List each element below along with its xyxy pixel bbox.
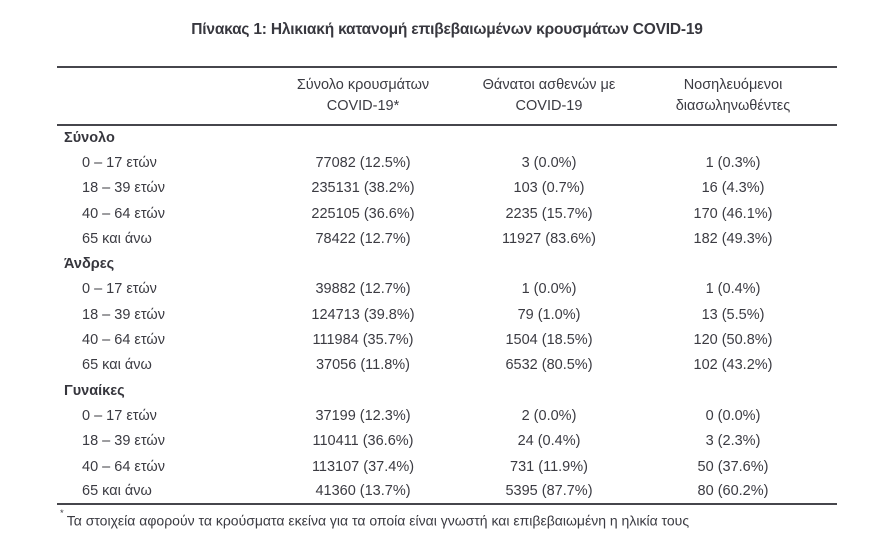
cases-value: 39882 (12.7%) — [315, 281, 411, 298]
deaths-value: 5395 (87.7%) — [505, 483, 593, 500]
section-label-women: Γυναίκες — [64, 382, 125, 399]
cases-value: 113107 (37.4%) — [311, 458, 415, 475]
intubated-value: 50 (37.6%) — [697, 458, 769, 475]
cases-value: 37199 (12.3%) — [315, 407, 411, 424]
intubated-value: 16 (4.3%) — [701, 180, 765, 197]
deaths-value: 24 (0.4%) — [517, 433, 581, 450]
table-row: 18 – 39 ετών 124713 (39.8%) 79 (1.0%) 13… — [57, 302, 837, 327]
table-header-row: Σύνολο κρουσμάτων COVID-19* Θάνατοι ασθε… — [57, 67, 837, 126]
column-header-intubated-line2: διασωληνωθέντες — [675, 98, 791, 114]
intubated-value: 1 (0.3%) — [705, 154, 761, 171]
column-header-cases: Σύνολο κρουσμάτων COVID-19* — [257, 67, 469, 126]
table-row: 40 – 64 ετών 113107 (37.4%) 731 (11.9%) … — [57, 454, 837, 479]
age-label: 0 – 17 ετών — [82, 281, 157, 298]
cases-value: 235131 (38.2%) — [311, 180, 415, 197]
deaths-value: 11927 (83.6%) — [501, 230, 597, 247]
section-row: Σύνολο — [57, 125, 837, 150]
age-label: 0 – 17 ετών — [82, 154, 157, 171]
intubated-value: 1 (0.4%) — [705, 281, 761, 298]
age-label: 18 – 39 ετών — [82, 180, 165, 197]
age-label: 65 και άνω — [82, 483, 152, 500]
column-header-deaths-line1: Θάνατοι ασθενών με — [482, 77, 616, 93]
age-label: 0 – 17 ετών — [82, 407, 157, 424]
column-header-intubated: Νοσηλευόμενοι διασωληνωθέντες — [629, 67, 837, 126]
section-row: Άνδρες — [57, 251, 837, 276]
deaths-value: 2 (0.0%) — [521, 407, 577, 424]
deaths-value: 2235 (15.7%) — [505, 205, 593, 222]
report-document: Πίνακας 1: Ηλικιακή κατανομή επιβεβαιωμέ… — [57, 0, 837, 529]
cases-value: 124713 (39.8%) — [311, 306, 415, 323]
intubated-value: 182 (49.3%) — [693, 230, 773, 247]
section-label-total: Σύνολο — [64, 130, 115, 147]
table-row: 18 – 39 ετών 235131 (38.2%) 103 (0.7%) 1… — [57, 176, 837, 201]
deaths-value: 6532 (80.5%) — [505, 357, 593, 374]
age-label: 40 – 64 ετών — [82, 332, 165, 349]
age-label: 65 και άνω — [82, 230, 152, 247]
column-header-intubated-line1: Νοσηλευόμενοι — [683, 77, 783, 93]
section-row: Γυναίκες — [57, 378, 837, 403]
column-header-cases-line2: COVID-19* — [326, 98, 400, 114]
age-label: 40 – 64 ετών — [82, 458, 165, 475]
table-row: 0 – 17 ετών 77082 (12.5%) 3 (0.0%) 1 (0.… — [57, 150, 837, 175]
cases-value: 110411 (36.6%) — [312, 433, 414, 450]
age-label: 18 – 39 ετών — [82, 433, 165, 450]
table-row: 65 και άνω 41360 (13.7%) 5395 (87.7%) 80… — [57, 479, 837, 504]
deaths-value: 103 (0.7%) — [513, 180, 585, 197]
footnote-marker: * — [60, 508, 64, 520]
cases-value: 78422 (12.7%) — [315, 230, 411, 247]
intubated-value: 102 (43.2%) — [693, 357, 773, 374]
footnote-text: Τα στοιχεία αφορούν τα κρούσματα εκείνα … — [66, 513, 690, 530]
table-row: 65 και άνω 37056 (11.8%) 6532 (80.5%) 10… — [57, 353, 837, 378]
intubated-value: 13 (5.5%) — [701, 306, 765, 323]
deaths-value: 1 (0.0%) — [521, 281, 577, 298]
section-label-men: Άνδρες — [64, 256, 115, 273]
intubated-value: 0 (0.0%) — [705, 407, 761, 424]
column-header-deaths: Θάνατοι ασθενών με COVID-19 — [469, 67, 629, 126]
table-row: 18 – 39 ετών 110411 (36.6%) 24 (0.4%) 3 … — [57, 429, 837, 454]
cases-value: 111984 (35.7%) — [312, 332, 414, 349]
table-row: 65 και άνω 78422 (12.7%) 11927 (83.6%) 1… — [57, 226, 837, 251]
intubated-value: 3 (2.3%) — [705, 433, 761, 450]
intubated-value: 120 (50.8%) — [693, 332, 773, 349]
table-row: 40 – 64 ετών 111984 (35.7%) 1504 (18.5%)… — [57, 327, 837, 352]
table-row: 40 – 64 ετών 225105 (36.6%) 2235 (15.7%)… — [57, 201, 837, 226]
table-row: 0 – 17 ετών 37199 (12.3%) 2 (0.0%) 0 (0.… — [57, 403, 837, 428]
table-row: 0 – 17 ετών 39882 (12.7%) 1 (0.0%) 1 (0.… — [57, 277, 837, 302]
deaths-value: 1504 (18.5%) — [505, 332, 593, 349]
intubated-value: 80 (60.2%) — [697, 483, 769, 500]
cases-value: 41360 (13.7%) — [315, 483, 411, 500]
age-distribution-table: Σύνολο κρουσμάτων COVID-19* Θάνατοι ασθε… — [57, 66, 837, 506]
cases-value: 225105 (36.6%) — [311, 205, 415, 222]
deaths-value: 731 (11.9%) — [510, 458, 588, 475]
age-label: 18 – 39 ετών — [82, 306, 165, 323]
age-label: 40 – 64 ετών — [82, 205, 165, 222]
footnote: * Τα στοιχεία αφορούν τα κρούσματα εκείνα… — [57, 505, 837, 529]
deaths-value: 79 (1.0%) — [517, 306, 581, 323]
deaths-value: 3 (0.0%) — [521, 154, 577, 171]
intubated-value: 170 (46.1%) — [693, 205, 773, 222]
cases-value: 77082 (12.5%) — [315, 154, 411, 171]
column-header-cases-line1: Σύνολο κρουσμάτων — [296, 77, 430, 93]
column-header-deaths-line2: COVID-19 — [515, 98, 583, 114]
age-label: 65 και άνω — [82, 357, 152, 374]
column-header-empty — [57, 67, 257, 126]
cases-value: 37056 (11.8%) — [315, 357, 411, 374]
page-title: Πίνακας 1: Ηλικιακή κατανομή επιβεβαιωμέ… — [191, 21, 703, 38]
